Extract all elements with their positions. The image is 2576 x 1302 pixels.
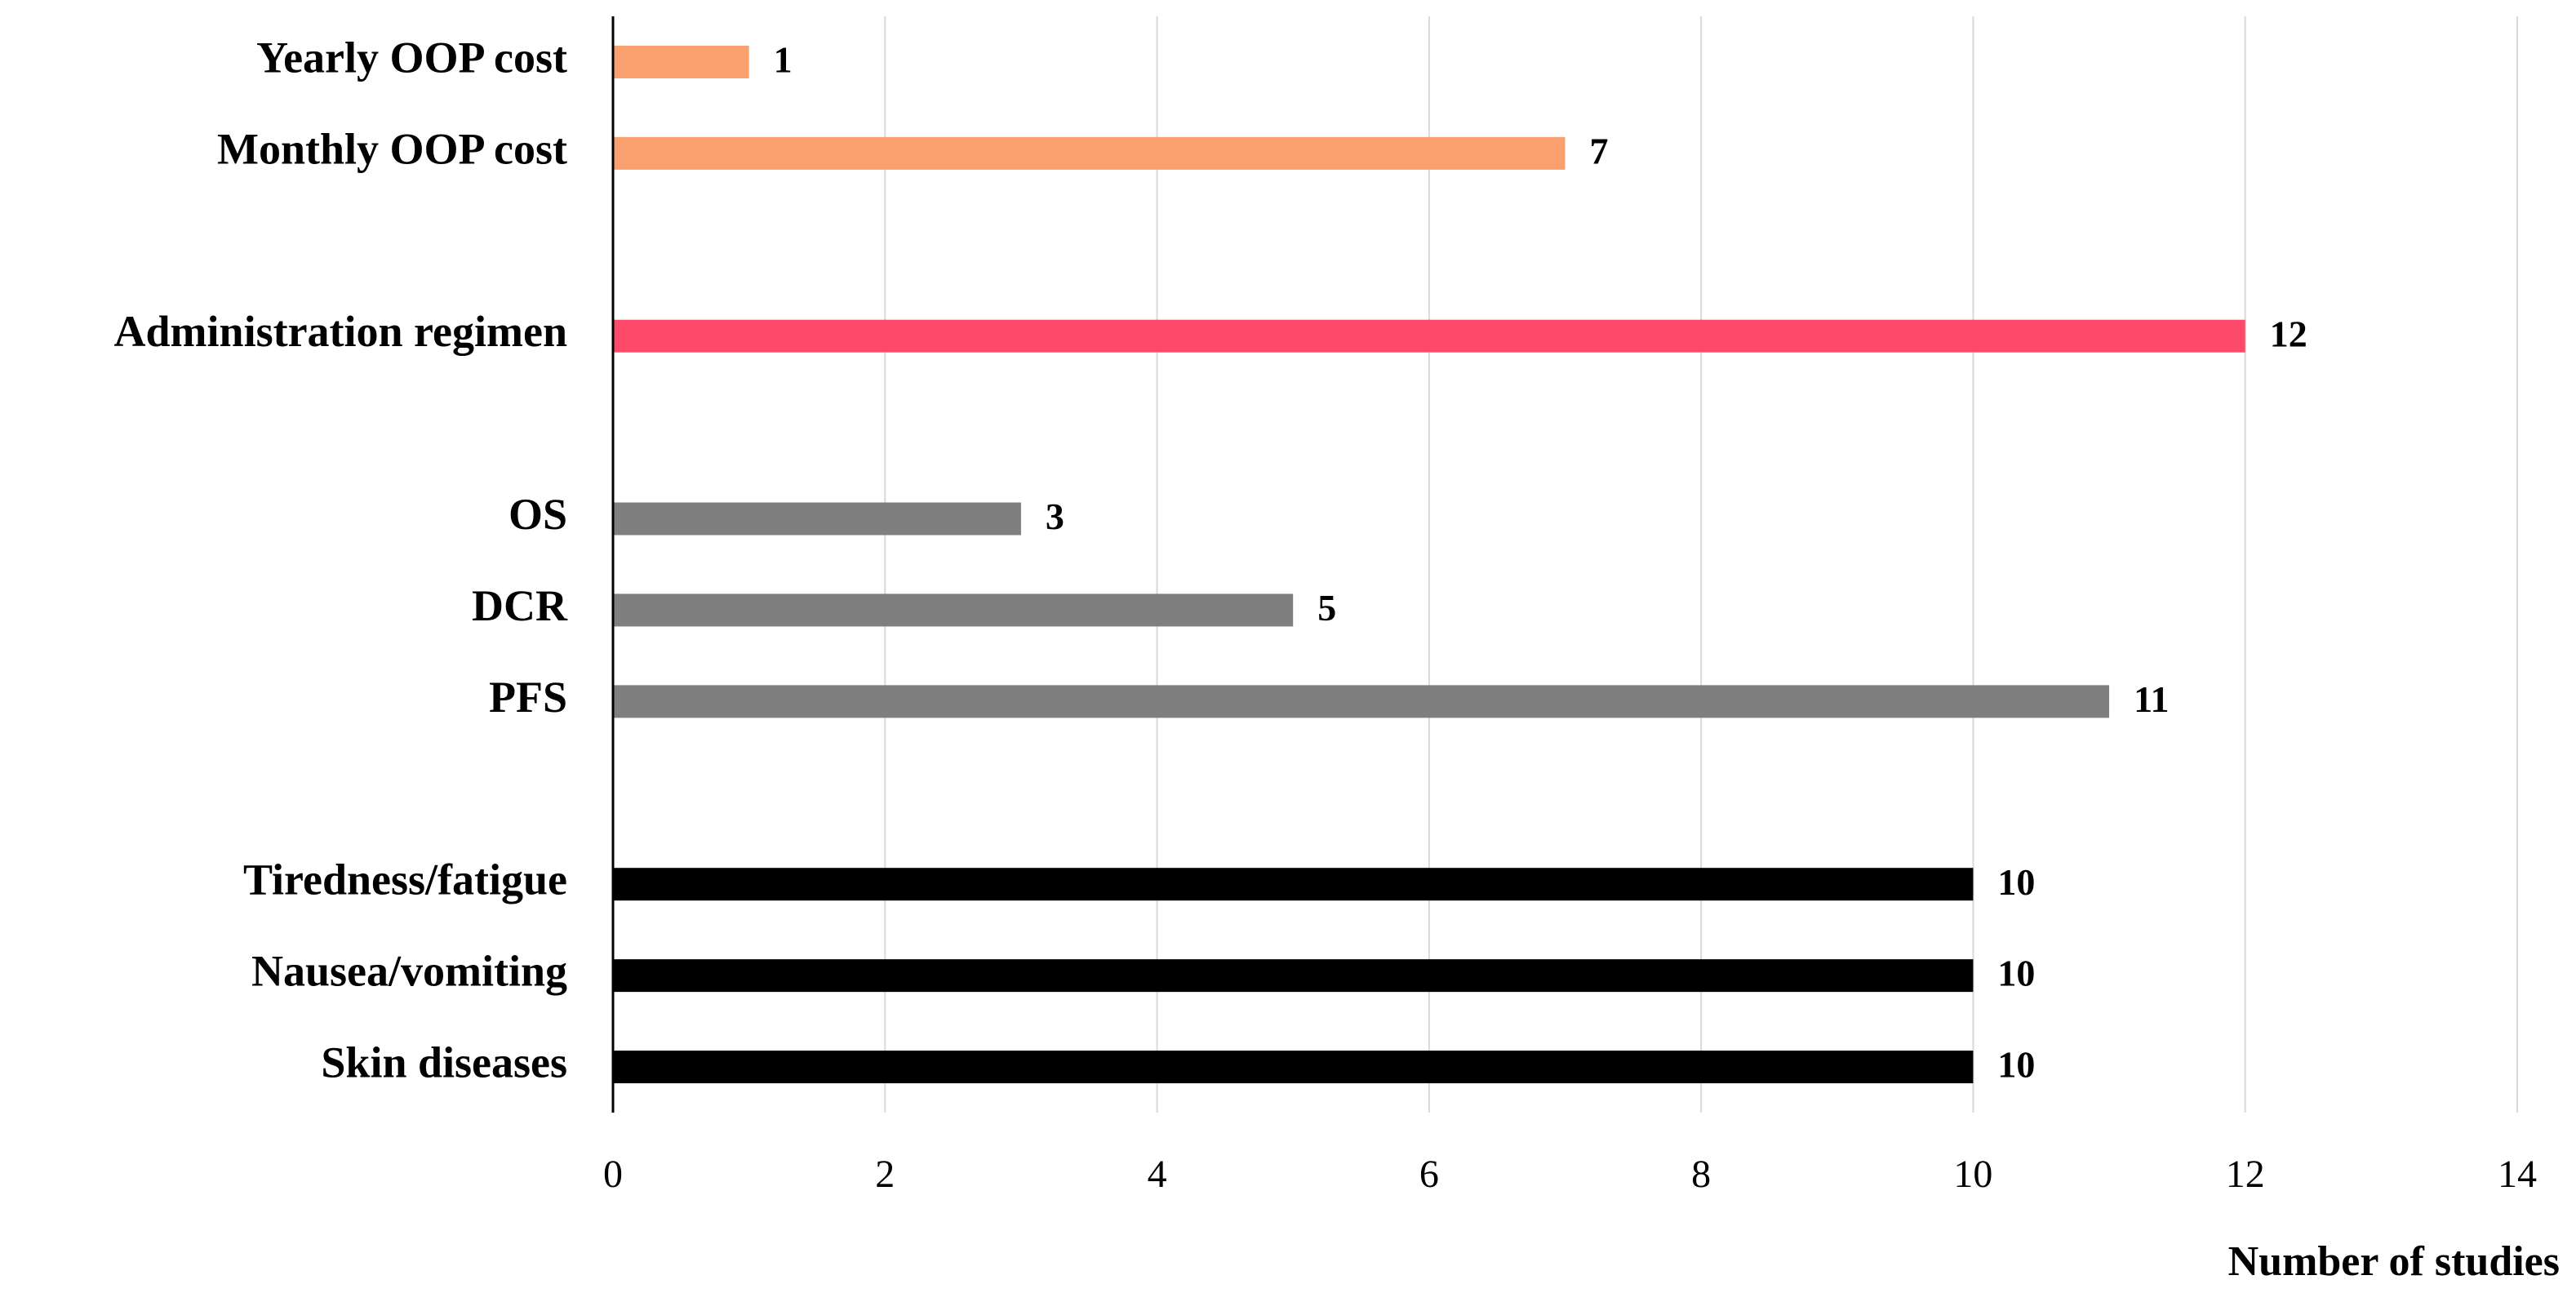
bar [613,685,2110,718]
value-label: 12 [2270,313,2307,354]
value-label: 10 [1997,953,2035,994]
y-tick-label: Administration regimen [114,307,567,356]
y-tick-label: Monthly OOP cost [217,124,567,173]
value-label: 3 [1046,495,1064,537]
bar [613,502,1021,535]
x-axis-title: Number of studies [2228,1238,2560,1285]
value-label: 11 [2134,678,2169,720]
bar [613,868,1974,901]
x-tick-label: 10 [1953,1153,1992,1196]
x-tick-label: 2 [875,1153,895,1196]
x-tick-label: 4 [1148,1153,1167,1196]
bar [613,959,1974,993]
x-tick-label: 14 [2498,1153,2537,1196]
y-tick-label: PFS [489,673,567,722]
value-label: 10 [1997,861,2035,903]
y-tick-label: Nausea/vomiting [251,947,567,996]
x-tick-label: 8 [1691,1153,1711,1196]
y-tick-label: Yearly OOP cost [256,33,567,82]
value-label: 7 [1590,130,1609,171]
bar [613,593,1294,627]
value-label: 5 [1317,587,1336,629]
x-tick-label: 12 [2226,1153,2265,1196]
bar [613,1051,1974,1084]
x-tick-label: 0 [603,1153,623,1196]
x-tick-label: 6 [1419,1153,1439,1196]
y-tick-label: Tiredness/fatigue [243,855,567,904]
y-tick-label: OS [509,490,567,539]
bar [613,45,749,78]
y-tick-label: Skin diseases [321,1038,567,1086]
value-label: 1 [774,39,793,81]
bar [613,136,1566,170]
y-tick-label: DCR [472,581,568,630]
bar [613,319,2245,353]
value-label: 10 [1997,1044,2035,1086]
